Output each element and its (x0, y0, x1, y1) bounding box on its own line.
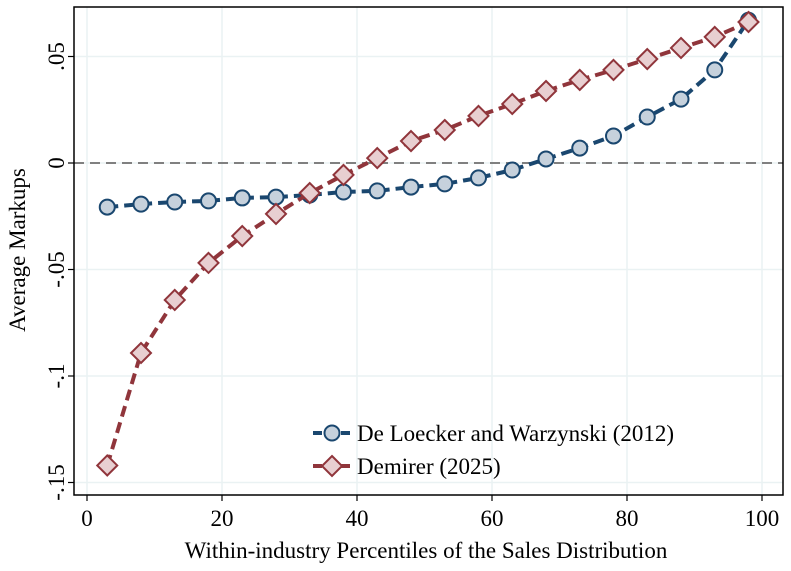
grid (74, 7, 783, 495)
series-diamond (95, 10, 760, 477)
data-point-diamond (737, 10, 760, 34)
data-point-diamond (568, 68, 592, 92)
data-point-circle (200, 192, 217, 210)
data-point-circle (706, 61, 724, 79)
data-point-diamond (320, 454, 344, 478)
plot-frame (73, 6, 784, 496)
data-point-diamond (635, 47, 659, 71)
x-tick-label: 40 (346, 506, 369, 531)
data-point-circle (436, 175, 454, 193)
data-point-diamond (197, 251, 220, 275)
data-point-diamond (332, 163, 355, 187)
data-point-circle (537, 150, 555, 168)
data-point-diamond (467, 104, 490, 128)
data-point-circle (672, 90, 690, 108)
x-axis-label: Within-industry Percentiles of the Sales… (185, 538, 668, 563)
y-axis-label: Average Markups (5, 168, 30, 332)
data-point-circle (166, 193, 184, 211)
data-point-circle (233, 189, 251, 207)
legend-entry: De Loecker and Warzynski (2012) (313, 421, 674, 446)
y-tick-label: 0 (44, 157, 69, 169)
legend-label: Demirer (2025) (357, 454, 501, 479)
data-point-circle (638, 108, 656, 126)
data-point-diamond (500, 92, 524, 116)
data-point-circle (368, 182, 386, 200)
y-tick-label: -.1 (44, 364, 69, 389)
data-point-circle (98, 198, 116, 216)
x-tick-label: 100 (745, 506, 780, 531)
x-tick-label: 60 (481, 506, 504, 531)
data-point-diamond (534, 79, 558, 103)
x-tick-label: 0 (81, 506, 93, 531)
x-tick-label: 80 (616, 506, 639, 531)
data-point-circle (402, 178, 420, 196)
data-point-circle (571, 139, 589, 157)
series-circle (98, 11, 757, 216)
data-point-diamond (129, 341, 153, 365)
x-tick-label: 20 (211, 506, 234, 531)
data-point-diamond (365, 146, 389, 170)
data-point-diamond (298, 181, 322, 205)
data-point-diamond (163, 288, 187, 312)
data-point-diamond (399, 129, 423, 153)
data-point-diamond (95, 454, 119, 477)
data-point-diamond (669, 36, 693, 60)
data-point-circle (470, 169, 487, 187)
data-point-diamond (433, 118, 457, 142)
data-point-circle (323, 424, 341, 442)
y-tick-label: .05 (44, 42, 69, 71)
data-point-circle (605, 127, 622, 145)
data-point-diamond (264, 202, 288, 226)
axis-ticks: 0 20 40 60 80 100 .05 0 -.05 -.1 -.15 (44, 42, 779, 531)
legend: De Loecker and Warzynski (2012) Demirer (… (313, 421, 674, 479)
data-point-circle (503, 161, 521, 179)
series-layer (95, 10, 760, 477)
data-point-circle (132, 195, 150, 213)
data-point-diamond (703, 25, 727, 49)
y-tick-label: -.15 (44, 464, 69, 500)
legend-label: De Loecker and Warzynski (2012) (357, 421, 674, 446)
data-point-diamond (230, 224, 254, 248)
series-line (105, 20, 750, 467)
data-point-circle (267, 188, 285, 206)
legend-entry: Demirer (2025) (313, 454, 501, 479)
y-tick-label: -.05 (44, 251, 69, 287)
data-point-diamond (602, 58, 625, 82)
data-point-circle (335, 183, 352, 201)
